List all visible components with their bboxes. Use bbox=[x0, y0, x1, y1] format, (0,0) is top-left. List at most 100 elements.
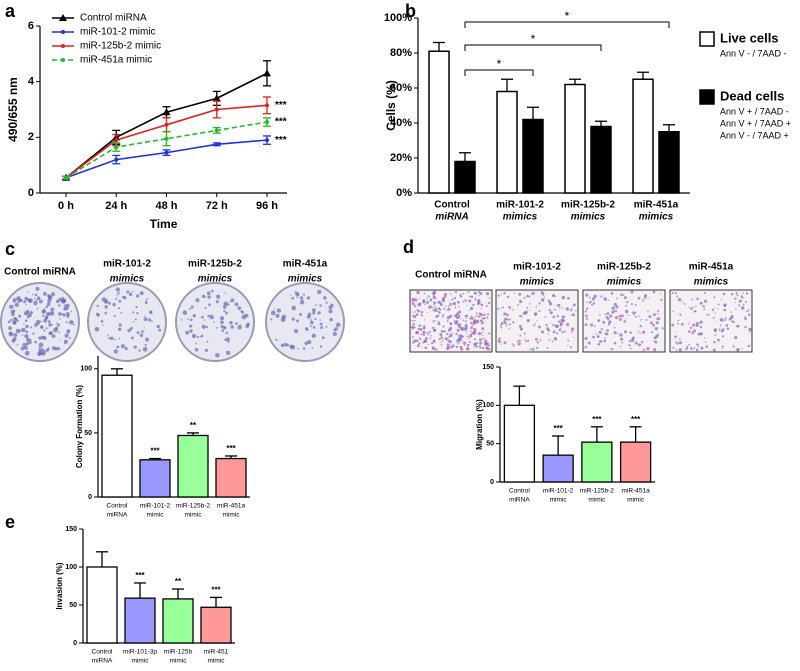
cell bbox=[741, 348, 743, 350]
cell bbox=[592, 335, 595, 339]
colony bbox=[100, 319, 104, 323]
cell bbox=[420, 310, 424, 314]
colony bbox=[151, 320, 153, 323]
cell bbox=[570, 330, 573, 333]
cell bbox=[742, 303, 745, 306]
cell bbox=[439, 303, 443, 307]
cell bbox=[694, 310, 697, 313]
colony bbox=[132, 311, 135, 314]
cell bbox=[610, 292, 614, 295]
y-tick-label: 80% bbox=[390, 47, 412, 59]
cell bbox=[585, 293, 589, 297]
cell bbox=[696, 343, 698, 345]
cell bbox=[454, 306, 457, 309]
cell bbox=[591, 303, 594, 306]
cell bbox=[441, 315, 444, 318]
error-bar bbox=[552, 435, 565, 456]
y-tick-label: 0 bbox=[28, 187, 34, 199]
dish bbox=[265, 282, 345, 362]
marker bbox=[263, 69, 271, 77]
cell bbox=[571, 307, 573, 309]
cell bbox=[697, 332, 701, 336]
colony bbox=[26, 309, 30, 314]
legend-swatch bbox=[699, 31, 715, 47]
cell bbox=[451, 298, 454, 301]
y-tick-label: 2 bbox=[28, 131, 34, 143]
colony bbox=[118, 292, 120, 294]
cell bbox=[449, 323, 452, 326]
cell bbox=[591, 297, 596, 301]
cell bbox=[679, 338, 681, 340]
colony bbox=[205, 325, 208, 329]
cell bbox=[458, 314, 461, 318]
colony bbox=[13, 333, 18, 338]
colony bbox=[102, 324, 104, 326]
annotation: *** bbox=[553, 424, 563, 433]
colony bbox=[67, 329, 70, 332]
image-label: Control miRNA bbox=[415, 270, 487, 281]
cell bbox=[485, 305, 488, 308]
colony bbox=[54, 346, 59, 351]
cell bbox=[459, 345, 463, 349]
cell bbox=[423, 292, 426, 295]
cell bbox=[593, 294, 597, 298]
cell bbox=[736, 348, 740, 352]
colony bbox=[24, 296, 29, 301]
colony bbox=[319, 322, 323, 326]
bar bbox=[658, 131, 680, 194]
cell bbox=[439, 333, 443, 337]
cell bbox=[642, 330, 646, 334]
x-tick-label: miRNA bbox=[107, 512, 128, 519]
colony bbox=[116, 345, 120, 349]
colony bbox=[24, 350, 30, 356]
cell bbox=[585, 317, 589, 320]
image-label: miR-125b-2 bbox=[188, 259, 242, 270]
colony bbox=[47, 320, 51, 323]
cell bbox=[559, 324, 563, 327]
cell bbox=[571, 327, 575, 331]
cell bbox=[458, 323, 462, 326]
colony bbox=[58, 312, 62, 316]
colony bbox=[335, 322, 341, 328]
cell bbox=[508, 323, 511, 326]
y-axis-label: Cells (%) bbox=[384, 80, 398, 131]
significance-label: * bbox=[497, 57, 502, 71]
cell bbox=[424, 346, 428, 350]
cell bbox=[462, 292, 465, 295]
cell bbox=[412, 323, 415, 326]
cell bbox=[466, 335, 469, 338]
cell bbox=[438, 314, 440, 317]
error-bar bbox=[433, 41, 445, 52]
cell bbox=[425, 337, 428, 340]
error-bar bbox=[172, 588, 184, 599]
cell bbox=[562, 297, 564, 300]
cell bbox=[460, 295, 463, 298]
image-label: mimics bbox=[694, 277, 729, 288]
colony bbox=[25, 324, 29, 329]
cell bbox=[613, 302, 617, 307]
cell bbox=[525, 340, 528, 343]
cell bbox=[438, 311, 441, 314]
cell bbox=[586, 301, 588, 304]
cell bbox=[552, 323, 555, 327]
cell bbox=[456, 328, 460, 332]
colony bbox=[189, 324, 193, 328]
cell bbox=[481, 334, 484, 337]
cell bbox=[422, 299, 426, 303]
bar bbox=[522, 118, 544, 194]
y-tick-label: 100 bbox=[482, 402, 494, 409]
cell bbox=[503, 292, 506, 295]
cell bbox=[585, 314, 588, 317]
colony bbox=[118, 299, 122, 303]
cell bbox=[689, 345, 691, 347]
cell bbox=[724, 317, 727, 320]
colony bbox=[280, 343, 285, 348]
colony bbox=[133, 345, 137, 349]
colony bbox=[332, 331, 338, 337]
cell bbox=[457, 343, 459, 345]
cell bbox=[489, 303, 491, 305]
cell bbox=[719, 324, 722, 327]
cell bbox=[506, 318, 509, 321]
colony bbox=[27, 312, 32, 318]
cell bbox=[500, 293, 503, 296]
